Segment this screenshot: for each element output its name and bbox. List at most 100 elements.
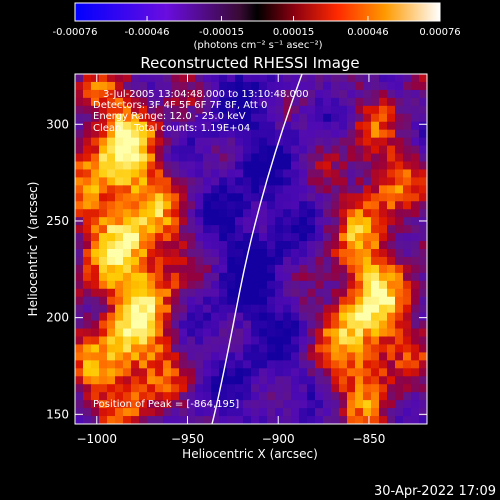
heatmap-cell <box>139 177 148 186</box>
heatmap-cell <box>155 129 164 139</box>
heatmap-cell <box>163 280 172 290</box>
heatmap-cell <box>187 129 196 139</box>
heatmap-cell <box>107 400 116 409</box>
heatmap-cell <box>131 161 140 171</box>
heatmap-cell <box>387 209 396 218</box>
heatmap-cell <box>235 74 244 83</box>
heatmap-cell <box>155 416 164 424</box>
heatmap-cell <box>99 225 108 234</box>
heatmap-cell <box>195 360 204 369</box>
heatmap-cell <box>379 129 388 139</box>
heatmap-cell <box>395 201 404 210</box>
heatmap-cell <box>299 201 308 210</box>
heatmap-cell <box>131 105 140 115</box>
heatmap-cell <box>163 97 172 107</box>
heatmap-cell <box>363 81 372 91</box>
heatmap-cell <box>339 81 348 91</box>
heatmap-cell <box>251 288 260 298</box>
heatmap-cell <box>235 217 244 226</box>
heatmap-cell <box>379 288 388 298</box>
heatmap-cell <box>195 249 204 258</box>
heatmap-cell <box>115 145 124 155</box>
heatmap-cell <box>131 113 140 123</box>
heatmap-cell <box>123 296 132 306</box>
heatmap-cell <box>371 368 380 377</box>
heatmap-cell <box>99 209 108 218</box>
heatmap-cell <box>299 280 308 290</box>
heatmap-cell <box>139 217 148 226</box>
annotation-time-range: 3-Jul-2005 13:04:48.000 to 13:10:48.000 <box>103 89 309 100</box>
heatmap-cell <box>419 296 427 306</box>
heatmap-cell <box>123 153 132 163</box>
heatmap-cell <box>115 193 124 202</box>
heatmap-cell <box>131 328 140 338</box>
heatmap-cell <box>235 360 244 369</box>
heatmap-cell <box>139 145 148 155</box>
heatmap-cell <box>123 113 132 123</box>
heatmap-cell <box>83 233 92 242</box>
heatmap-cell <box>291 376 300 385</box>
heatmap-cell <box>211 384 220 393</box>
heatmap-cell <box>355 304 364 314</box>
heatmap-cell <box>331 233 340 242</box>
heatmap-cell <box>211 121 220 131</box>
heatmap-cell <box>275 201 284 210</box>
heatmap-cell <box>147 360 156 369</box>
heatmap-cell <box>395 384 404 393</box>
heatmap-cell <box>171 288 180 298</box>
heatmap-cell <box>307 288 316 298</box>
heatmap-cell <box>347 272 356 282</box>
heatmap-cell <box>323 241 332 250</box>
heatmap-cell <box>243 256 252 266</box>
heatmap-cell <box>331 201 340 210</box>
heatmap-cell <box>315 113 324 123</box>
heatmap-cell <box>331 185 340 194</box>
heatmap-cell <box>171 384 180 393</box>
heatmap-cell <box>299 336 308 346</box>
heatmap-cell <box>419 392 427 401</box>
heatmap-cell <box>283 249 292 258</box>
heatmap-cell <box>379 105 388 115</box>
heatmap-cell <box>163 81 172 91</box>
heatmap-cell <box>403 185 412 194</box>
heatmap-cell <box>299 137 308 147</box>
heatmap-cell <box>267 81 276 91</box>
heatmap-cell <box>419 241 427 250</box>
heatmap-cell <box>99 201 108 210</box>
heatmap-cell <box>347 89 356 99</box>
heatmap-cell <box>163 145 172 155</box>
heatmap-cell <box>411 105 420 115</box>
heatmap-cell <box>115 153 124 163</box>
heatmap-cell <box>211 256 220 266</box>
heatmap-cell <box>115 177 124 186</box>
heatmap-cell <box>99 81 108 91</box>
heatmap-cell <box>131 408 140 417</box>
heatmap-cell <box>363 89 372 99</box>
heatmap-cell <box>267 344 276 353</box>
heatmap-cell <box>187 408 196 417</box>
heatmap-cell <box>115 121 124 131</box>
heatmap-cell <box>315 296 324 306</box>
heatmap-cell <box>123 400 132 409</box>
heatmap-cell <box>323 416 332 424</box>
heatmap-cell <box>211 193 220 202</box>
heatmap-cell <box>323 328 332 338</box>
heatmap-cell <box>275 81 284 91</box>
heatmap-cell <box>203 145 212 155</box>
heatmap-cell <box>259 137 268 147</box>
heatmap-cell <box>243 344 252 353</box>
heatmap-cell <box>387 145 396 155</box>
heatmap-cell <box>75 129 84 139</box>
heatmap-cell <box>339 249 348 258</box>
heatmap-cell <box>307 121 316 131</box>
heatmap-cell <box>187 256 196 266</box>
heatmap-cell <box>371 185 380 194</box>
heatmap-cell <box>219 89 228 99</box>
heatmap-cell <box>131 352 140 361</box>
heatmap-cell <box>219 105 228 115</box>
heatmap-cell <box>259 89 268 99</box>
heatmap-cell <box>83 336 92 346</box>
heatmap-cell <box>131 169 140 178</box>
heatmap-cell <box>123 336 132 346</box>
heatmap-cell <box>291 280 300 290</box>
